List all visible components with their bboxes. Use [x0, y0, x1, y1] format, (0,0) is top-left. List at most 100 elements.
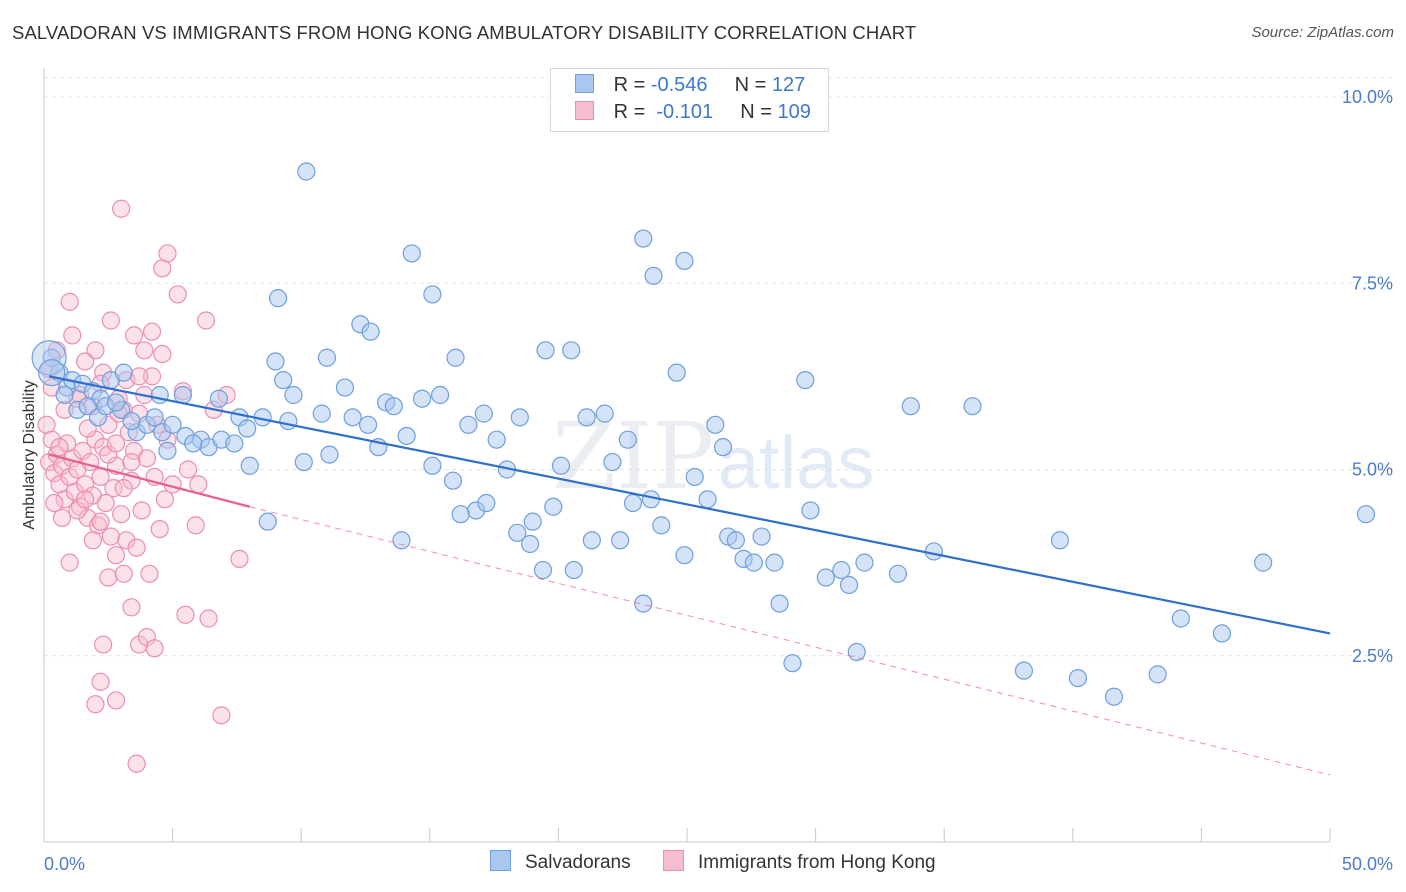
salvadoran-point — [544, 497, 563, 516]
salvadoran-point — [618, 430, 637, 449]
salvadoran-point — [963, 397, 982, 416]
hongkong-point — [86, 695, 105, 714]
salvadoran-point — [122, 411, 141, 431]
salvadoran-point — [551, 456, 571, 475]
y-axis-label: Ambulatory Disability — [21, 380, 38, 529]
salvadoran-point — [446, 348, 465, 367]
salvadoran-point — [675, 546, 694, 565]
legend-row-salvadorans: R = -0.546 N = 127 — [575, 74, 805, 100]
salvadoran-point — [343, 408, 362, 427]
hongkong-point — [189, 475, 208, 494]
salvadoran-point — [652, 516, 671, 535]
salvadoran-point — [297, 162, 316, 181]
salvadoran-point — [284, 385, 303, 405]
salvadoran-point — [279, 411, 298, 431]
salvadoran-point — [698, 490, 717, 509]
salvadoran-point — [706, 415, 725, 434]
hongkong-point — [86, 341, 105, 360]
salvadoran-point — [634, 229, 653, 248]
salvadoran-point — [839, 575, 859, 595]
hongkong-point — [81, 452, 100, 472]
hongkong-point — [55, 490, 74, 509]
salvadoran-point — [783, 654, 802, 673]
salvadoran-point — [634, 594, 653, 613]
hongkong-point — [45, 493, 64, 513]
bottom-legend-hongkong: Immigrants from Hong Kong — [663, 850, 936, 874]
salvadoran-point — [361, 322, 380, 341]
hongkong-point — [114, 479, 133, 498]
salvadoran-point — [240, 456, 259, 475]
hongkong-point — [199, 609, 218, 628]
salvadoran-point — [402, 244, 421, 263]
salvadoran-point — [412, 389, 432, 408]
salvadoran-point — [392, 531, 411, 550]
hongkong-point — [158, 244, 177, 263]
salvadoran-point — [1148, 665, 1167, 684]
bottom-legend-label-salvadorans: Salvadorans — [525, 852, 631, 873]
salvadoran-point — [726, 531, 745, 550]
hongkong-point — [117, 531, 136, 550]
salvadoran-point — [430, 385, 450, 405]
legend-r-value: -0.546 — [650, 74, 708, 96]
salvadoran-point — [595, 404, 614, 423]
source-note: Source: ZipAtlas.com — [1251, 24, 1394, 41]
salvadoran-point — [847, 642, 866, 662]
salvadoran-point — [564, 560, 583, 580]
hongkong-point — [212, 706, 231, 725]
series-hongkong-points — [37, 199, 249, 773]
salvadoran-point — [1104, 687, 1124, 706]
salvadoran-point — [451, 505, 470, 524]
salvadoran-point — [675, 251, 694, 270]
hongkong-point — [178, 460, 198, 479]
salvadoran-point — [238, 419, 257, 438]
salvadoran-point — [521, 534, 540, 554]
salvadoran-point — [1356, 505, 1376, 524]
salvadoran-point — [150, 385, 169, 405]
bottom-legend-swatch-blue — [490, 850, 511, 871]
salvadoran-point — [644, 266, 663, 285]
hongkong-point — [130, 635, 149, 654]
salvadoran-point — [816, 568, 835, 587]
salvadoran-point — [145, 408, 164, 427]
salvadoran-point — [42, 348, 61, 367]
salvadoran-point — [114, 363, 133, 382]
hongkong-trend-line — [48, 453, 251, 508]
legend-swatch-blue — [575, 74, 594, 93]
hongkong-point — [63, 326, 82, 345]
salvadoran-point — [358, 415, 378, 434]
legend-n-label: N = — [740, 101, 772, 123]
legend-r-value: -0.101 — [650, 101, 714, 123]
hongkong-point — [186, 516, 205, 535]
hongkong-point — [101, 311, 120, 330]
salvadoran-point — [832, 560, 851, 580]
salvadoran-point — [603, 452, 622, 472]
hongkong-point — [91, 672, 110, 691]
hongkong-point — [137, 449, 156, 468]
salvadoran-point — [443, 471, 463, 490]
salvadoran-point — [335, 378, 355, 397]
legend-r-label: R = — [613, 74, 646, 96]
hongkong-point — [142, 367, 162, 386]
salvadoran-point — [423, 456, 442, 475]
salvadoran-point — [765, 553, 784, 572]
hongkong-point — [94, 635, 113, 654]
salvadoran-point — [459, 415, 478, 434]
hongkong-point — [52, 508, 72, 528]
hongkong-point — [50, 438, 69, 457]
salvadoran-point — [685, 467, 704, 487]
salvadoran-point — [487, 430, 506, 449]
salvadoran-point — [623, 493, 643, 513]
salvadoran-point — [258, 512, 277, 531]
legend-n-value: 127 — [771, 74, 806, 96]
salvadoran-point — [55, 385, 74, 405]
hongkong-point — [106, 434, 126, 453]
salvadoran-point — [477, 493, 496, 513]
y-tick-label: 10.0% — [1342, 87, 1393, 107]
hongkong-point — [78, 419, 97, 438]
salvadoran-point — [1212, 624, 1232, 643]
hongkong-point — [104, 479, 123, 498]
salvadoran-point — [667, 363, 686, 382]
x-tick-label: 0.0% — [44, 854, 85, 874]
hongkong-point — [122, 452, 141, 472]
